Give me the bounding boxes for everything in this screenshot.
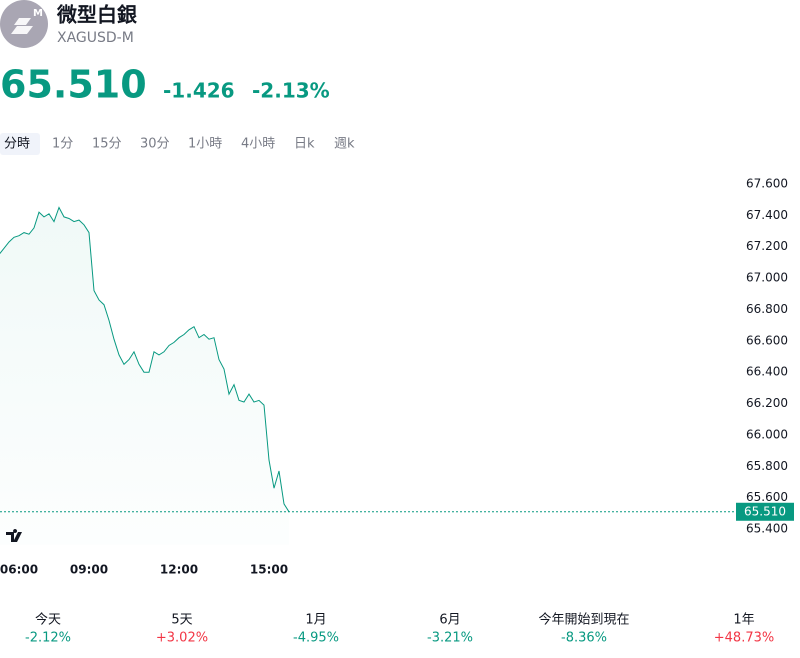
change-pct: -2.13% (252, 79, 330, 103)
last-price-box (736, 502, 794, 521)
tab[interactable]: 15分 (92, 137, 122, 152)
symbol-code: XAGUSD-M (57, 30, 134, 46)
perf-label: 今年開始到現在 (538, 612, 629, 628)
perf-label: 5天 (171, 613, 192, 628)
tab-selected-bg (0, 133, 40, 155)
y-tick-label: 67.400 (746, 208, 788, 222)
tradingview-logo (6, 529, 22, 542)
perf-value: -8.36% (561, 631, 607, 646)
y-tick-label: 67.600 (746, 176, 788, 190)
silver-bars (11, 18, 33, 34)
tabs: 分時 1分 15分 30分 1小時 4小時 日k 週k (0, 133, 355, 155)
y-tick-label: 66.000 (746, 427, 788, 441)
perf-label: 6月 (439, 613, 460, 628)
tab[interactable]: 4小時 (241, 137, 275, 152)
last-price-label: 65.510 (744, 504, 786, 518)
perf-value: -2.12% (25, 631, 71, 646)
y-tick-label: 66.200 (746, 396, 788, 410)
perf-value: +3.02% (156, 631, 208, 646)
tab[interactable]: 1小時 (188, 137, 222, 152)
perf-label: 1年 (733, 613, 754, 628)
perf-value: -3.21% (427, 631, 473, 646)
price: 65.510 (0, 63, 147, 107)
tab[interactable]: 30分 (140, 137, 170, 152)
perf-label: 1月 (305, 613, 326, 628)
y-tick-label: 66.800 (746, 302, 788, 316)
y-tick-label: 65.800 (746, 459, 788, 473)
performance: 今天 -2.12% 5天 +3.02% 1月 -4.95% 6月 -3.21% 今年開始到現在 -… (25, 612, 774, 646)
y-tick-label: 65.400 (746, 522, 788, 536)
price-line (0, 206, 290, 513)
tab[interactable]: 日k (294, 137, 315, 152)
x-tick-label: 09:00 (70, 563, 108, 577)
y-tick-label: 67.200 (746, 239, 788, 253)
perf-label: 今天 (35, 612, 61, 628)
y-tick-label: 66.600 (746, 333, 788, 347)
y-tick-label: 65.600 (746, 490, 788, 504)
change: -1.426 (163, 79, 235, 103)
x-tick-label: 12:00 (160, 563, 198, 577)
chart: 67.600 67.400 67.200 67.000 66.800 66.600 66.4… (0, 176, 794, 577)
y-tick-label: 66.400 (746, 365, 788, 379)
symbol-title: 微型白銀 (56, 3, 137, 27)
tab[interactable]: 1分 (52, 137, 73, 152)
y-tick-label: 67.000 (746, 271, 788, 285)
x-tick-label: 06:00 (0, 563, 38, 577)
perf-value: -4.95% (293, 631, 339, 646)
tab[interactable]: 分時 (4, 137, 30, 152)
x-tick-label: 15:00 (250, 563, 288, 577)
tab[interactable]: 週k (334, 137, 355, 152)
perf-value: +48.73% (714, 631, 774, 646)
icon-badge: M (33, 8, 43, 19)
line-area (0, 207, 289, 545)
